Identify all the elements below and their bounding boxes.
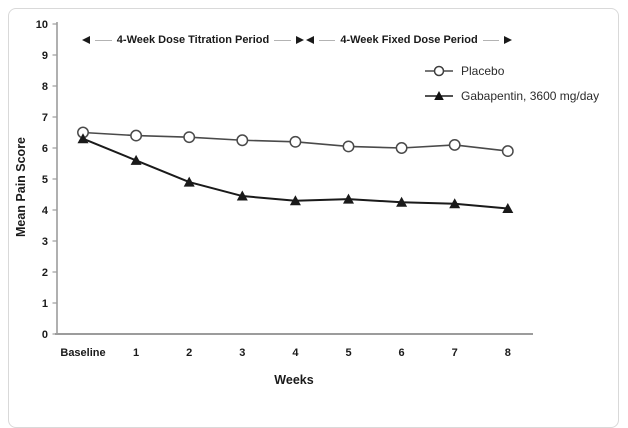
legend: Placebo Gabapentin, 3600 mg/day (424, 58, 599, 108)
x-axis-title: Weeks (274, 373, 314, 387)
legend-item-gabapentin: Gabapentin, 3600 mg/day (424, 83, 599, 108)
gabapentin-point (396, 196, 408, 207)
gabapentin-point (77, 133, 89, 144)
placebo-point (130, 129, 143, 142)
titration-period-label: 4-Week Dose Titration Period (116, 34, 270, 46)
x-tick-label: Baseline (60, 347, 105, 359)
y-tick-label: 5 (42, 174, 48, 186)
y-tick-label: 10 (36, 19, 48, 31)
legend-label-placebo: Placebo (461, 63, 505, 78)
gabapentin-point (343, 193, 354, 204)
gabapentin-legend-marker-icon (425, 90, 453, 100)
placebo-point (501, 145, 514, 158)
plot-area: 0 1 2 3 4 5 6 7 8 9 10 Baseline 1 2 3 4 5 6 7 8 (36, 19, 533, 359)
y-tick-label: 9 (42, 50, 48, 62)
x-tick-label: 5 (345, 347, 351, 359)
x-tick-label: 4 (292, 347, 299, 359)
x-tick-label: 6 (399, 347, 405, 359)
x-tick-label: 8 (505, 347, 511, 359)
y-tick-label: 8 (42, 81, 48, 93)
y-tick-label: 3 (42, 236, 48, 248)
placebo-legend-marker-icon (425, 65, 453, 76)
y-tick-label: 2 (42, 267, 48, 279)
titration-period-annotation: 4-Week Dose Titration Period (82, 34, 305, 46)
fixed-dose-period-label: 4-Week Fixed Dose Period (340, 34, 478, 46)
gabapentin-point (183, 176, 195, 187)
gabapentin-point (449, 198, 461, 209)
x-tick-label: 1 (133, 347, 139, 359)
placebo-point (183, 131, 196, 144)
legend-label-gabapentin: Gabapentin, 3600 mg/day (461, 88, 600, 103)
annotation-line (482, 39, 500, 41)
gabapentin-point (289, 195, 301, 206)
gabapentin-point (236, 190, 248, 201)
arrow-right-icon (504, 36, 513, 44)
annotation-line (319, 39, 336, 41)
arrow-left-icon (306, 36, 314, 44)
x-tick-label: 3 (239, 347, 245, 359)
placebo-point (448, 138, 461, 151)
y-tick-label: 4 (42, 205, 49, 217)
annotation-line (95, 39, 112, 41)
gabapentin-point (502, 202, 514, 213)
y-tick-label: 0 (42, 329, 48, 341)
arrow-right-icon (296, 36, 305, 44)
y-tick-label: 7 (42, 112, 48, 124)
x-tick-label: 7 (452, 347, 458, 359)
placebo-point (289, 135, 302, 148)
placebo-point (342, 140, 355, 153)
legend-item-placebo: Placebo (424, 58, 599, 83)
x-tick-label: 2 (186, 347, 192, 359)
arrow-left-icon (82, 36, 90, 44)
annotation-line (274, 39, 292, 41)
placebo-point (236, 134, 249, 147)
gabapentin-point (130, 154, 142, 165)
y-tick-label: 6 (42, 143, 48, 155)
y-tick-label: 1 (42, 298, 48, 310)
fixed-dose-period-annotation: 4-Week Fixed Dose Period (306, 34, 513, 46)
placebo-point (395, 142, 408, 154)
